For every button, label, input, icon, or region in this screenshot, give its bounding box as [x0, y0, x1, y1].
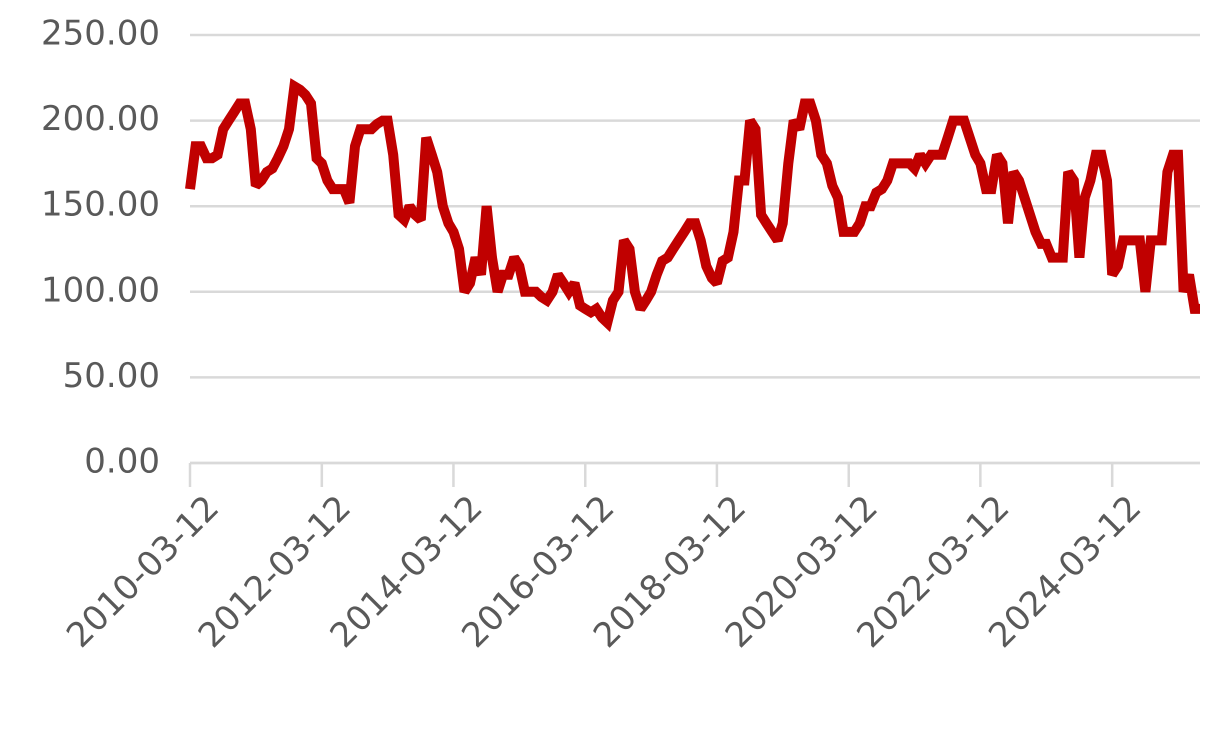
- y-tick-label: 250.00: [41, 14, 160, 54]
- y-tick-label: 0.00: [84, 442, 160, 482]
- y-tick-label: 200.00: [41, 99, 160, 139]
- y-tick-label: 100.00: [41, 270, 160, 310]
- line-series: [185, 78, 1200, 333]
- y-tick-label: 50.00: [63, 356, 160, 396]
- y-tick-label: 150.00: [41, 185, 160, 225]
